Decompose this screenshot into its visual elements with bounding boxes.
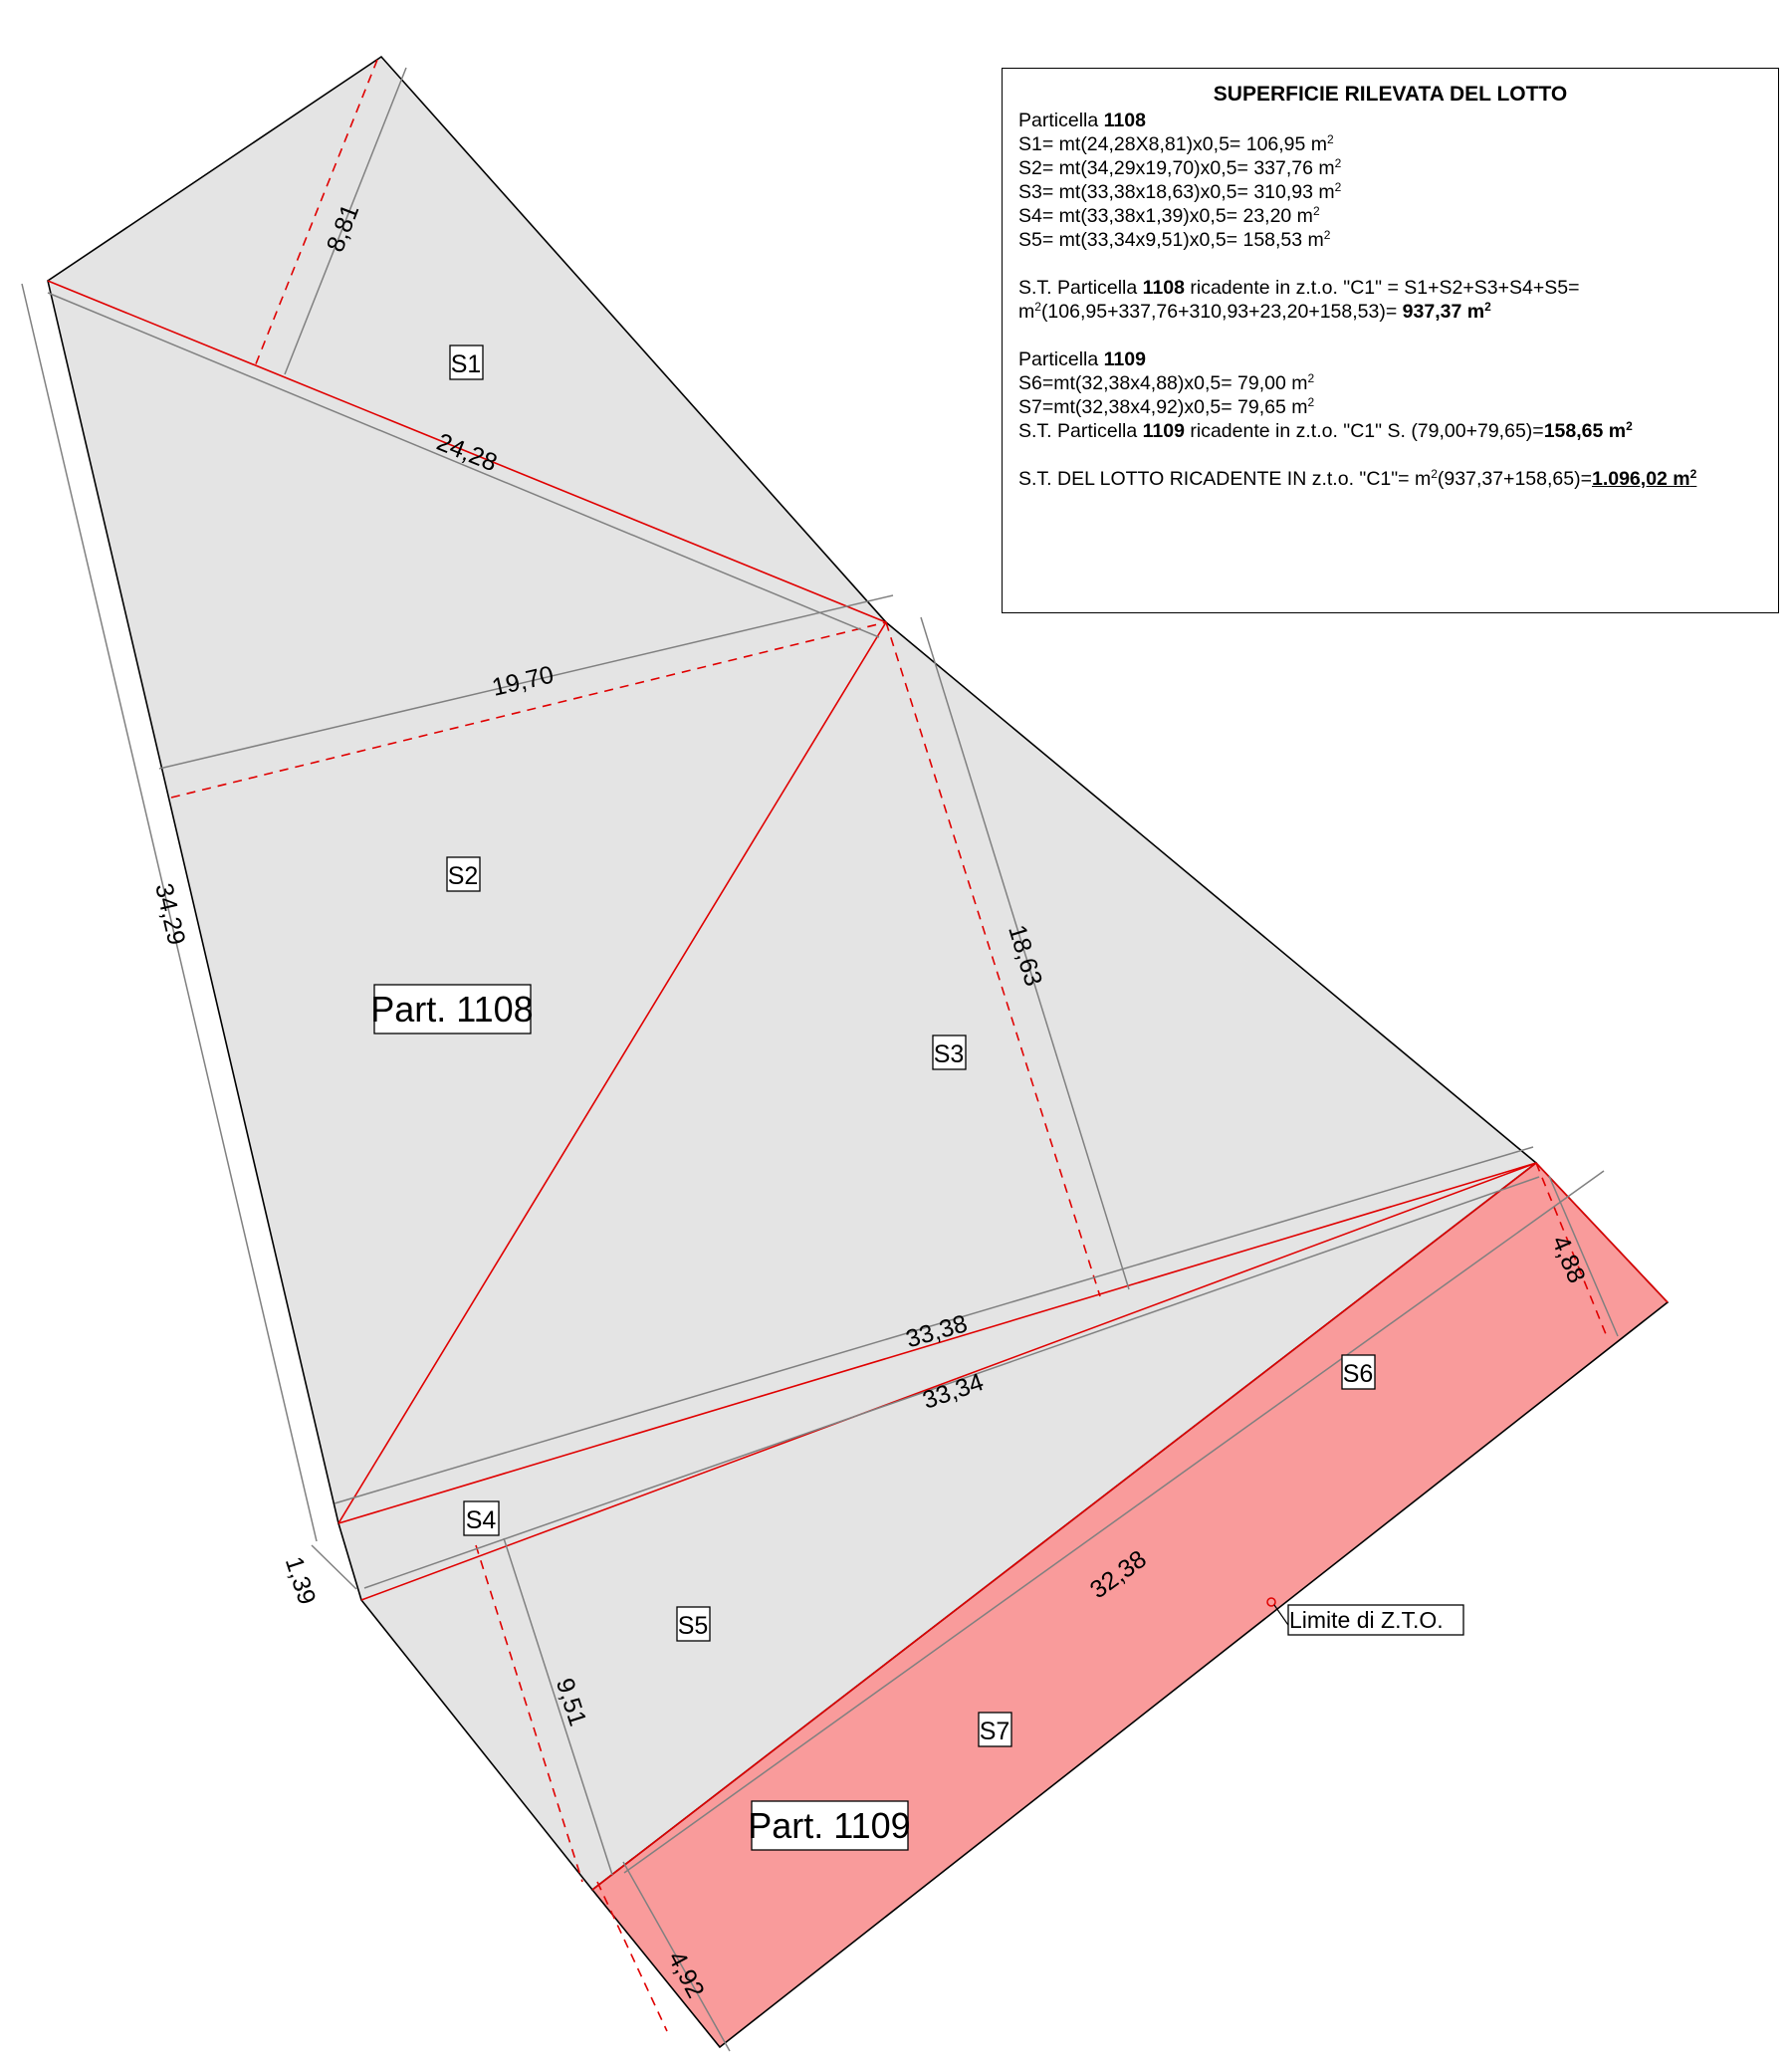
dimension-lines bbox=[21, 67, 1619, 2052]
area-label-s5: S5 bbox=[678, 1612, 709, 1640]
st-1108-line: S.T. Particella 1108 ricadente in z.t.o.… bbox=[1018, 277, 1580, 299]
area-summary-box: SUPERFICIE RILEVATA DEL LOTTO Particella… bbox=[1002, 68, 1779, 613]
s6-formula: S6=mt(32,38x4,88)x0,5= 79,00 m2 bbox=[1018, 371, 1315, 394]
area-label-s4: S4 bbox=[466, 1506, 497, 1534]
area-labels: S1 S2 S3 S4 S5 S6 S7 Part. 1108 Part. 11… bbox=[370, 344, 1376, 1851]
s1-formula: S1= mt(24,28X8,81)x0,5= 106,95 m2 bbox=[1018, 132, 1334, 155]
st-1108-total: m2(106,95+337,76+310,93+23,20+158,53)= 9… bbox=[1018, 300, 1491, 323]
area-label-s3: S3 bbox=[934, 1040, 965, 1068]
parcel-label-1109: Part. 1109 bbox=[748, 1805, 910, 1846]
height-lines bbox=[170, 59, 1607, 2032]
particella-1109-heading: Particella 1109 bbox=[1018, 348, 1146, 370]
st-1109-line: S.T. Particella 1109 ricadente in z.t.o.… bbox=[1018, 419, 1633, 442]
s5-formula: S5= mt(33,34x9,51)x0,5= 158,53 m2 bbox=[1018, 228, 1331, 251]
summary-title: SUPERFICIE RILEVATA DEL LOTTO bbox=[1213, 83, 1568, 106]
dim-1-39: 1,39 bbox=[280, 1553, 322, 1608]
s4-formula: S4= mt(33,38x1,39)x0,5= 23,20 m2 bbox=[1018, 204, 1320, 227]
triangulation-lines bbox=[47, 280, 1669, 1891]
zone-limit-label: Limite di Z.T.O. bbox=[1289, 1607, 1444, 1633]
zone-limit-callout: Limite di Z.T.O. bbox=[1266, 1597, 1464, 1636]
area-label-s6: S6 bbox=[1343, 1360, 1374, 1388]
lotto-total-line: S.T. DEL LOTTO RICADENTE IN z.t.o. "C1"=… bbox=[1018, 467, 1697, 490]
area-label-s1: S1 bbox=[451, 350, 482, 378]
area-label-s2: S2 bbox=[448, 862, 479, 890]
lot-1108-area bbox=[47, 55, 1538, 1892]
s2-formula: S2= mt(34,29x19,70)x0,5= 337,76 m2 bbox=[1018, 156, 1342, 179]
particella-1108-heading: Particella 1108 bbox=[1018, 110, 1146, 131]
area-label-s7: S7 bbox=[980, 1718, 1010, 1745]
s3-formula: S3= mt(33,38x18,63)x0,5= 310,93 m2 bbox=[1018, 180, 1342, 203]
parcel-label-1108: Part. 1108 bbox=[370, 989, 533, 1030]
s7-formula: S7=mt(32,38x4,92)x0,5= 79,65 m2 bbox=[1018, 395, 1315, 418]
dim-34-29: 34,29 bbox=[149, 881, 190, 948]
